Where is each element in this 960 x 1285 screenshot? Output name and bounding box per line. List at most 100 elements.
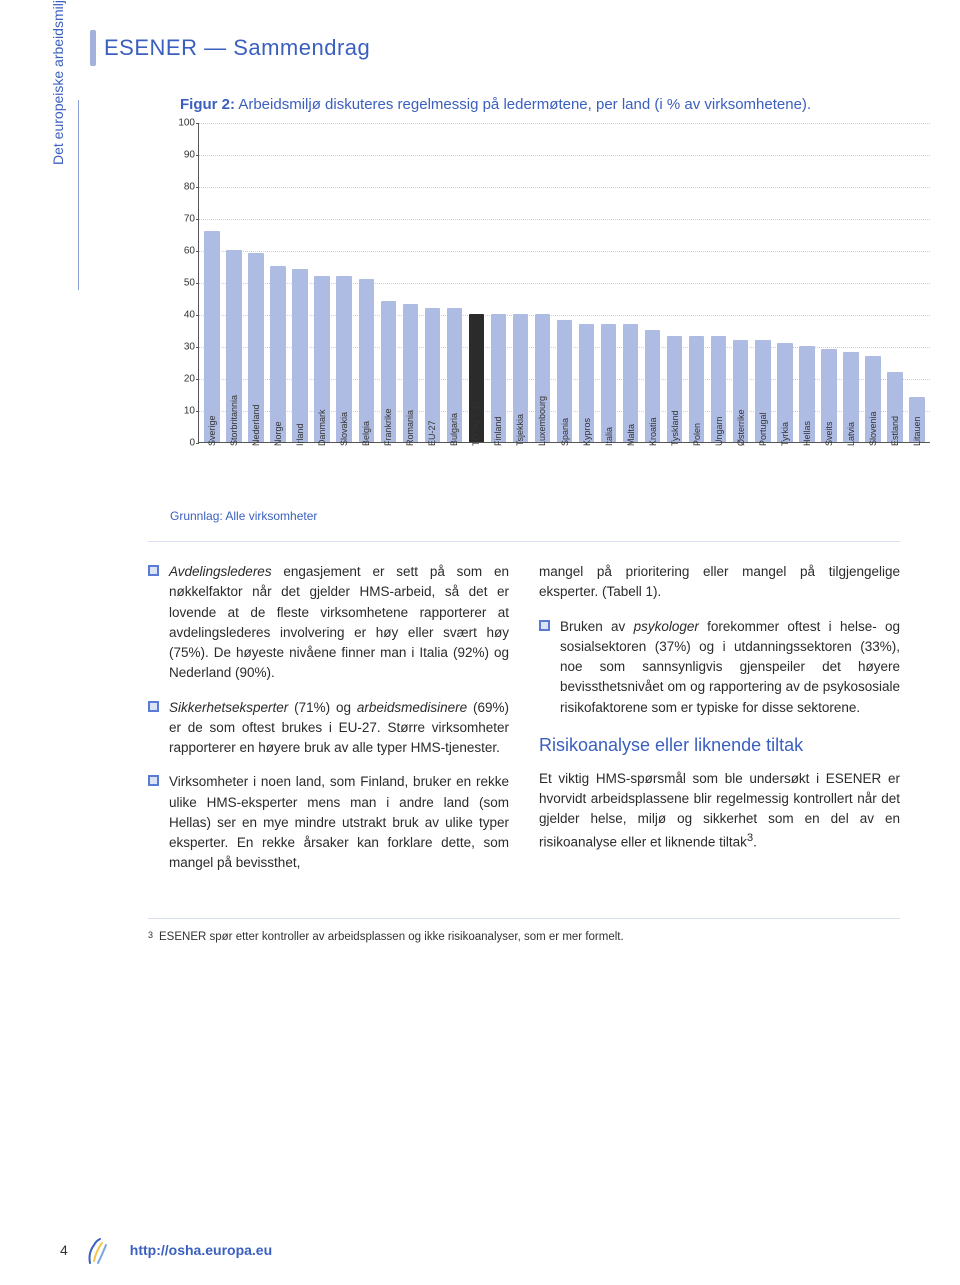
footnote-divider xyxy=(148,918,900,919)
bar xyxy=(292,269,307,442)
x-tick-label: Malta xyxy=(626,424,636,446)
y-tick-label: 10 xyxy=(184,406,195,417)
paragraph-text: Sikkerhetseksperter (71%) og arbeidsmedi… xyxy=(169,698,509,759)
x-tick-label: Spania xyxy=(560,418,570,446)
header-accent-bar xyxy=(90,30,96,66)
x-tick-label: Nederland xyxy=(251,404,261,446)
footer-url[interactable]: http://osha.europa.eu xyxy=(130,1242,272,1258)
bar-col: Tyrkia xyxy=(774,343,796,442)
y-tick-label: 30 xyxy=(184,342,195,353)
bar-col: Litauen xyxy=(906,397,928,442)
bar-col: Tyskland xyxy=(664,336,686,442)
bar-col: Bulgaria xyxy=(443,308,465,442)
column-right: mangel på prioritering eller mangel på t… xyxy=(539,562,900,888)
bar-col: Frankrike xyxy=(377,301,399,442)
x-tick-label: Romania xyxy=(405,410,415,446)
x-tick-label: Italia xyxy=(604,427,614,446)
x-tick-label: Bulgaria xyxy=(449,413,459,446)
y-tick-label: 70 xyxy=(184,214,195,225)
x-tick-label: Tyskland xyxy=(670,410,680,446)
x-tick-label: Norge xyxy=(273,421,283,446)
bar xyxy=(359,279,374,442)
bar-col: TOTALT 31 xyxy=(465,314,487,442)
bullet-paragraph: Bruken av psykologer forekommer oftest i… xyxy=(539,617,900,718)
x-tick-label: Slovenia xyxy=(868,411,878,446)
x-tick-label: Luxembourg xyxy=(537,396,547,446)
bar-col: Italia xyxy=(598,324,620,442)
x-tick-label: Tsjekkia xyxy=(515,414,525,446)
bar-col: Slovakia xyxy=(333,276,355,442)
bar-col: Romania xyxy=(399,304,421,442)
x-tick-label: Sverige xyxy=(207,415,217,446)
bar-col: Tsjekkia xyxy=(509,314,531,442)
bullet-icon xyxy=(148,565,159,576)
bar-chart: 0102030405060708090100SverigeStorbritann… xyxy=(170,123,930,503)
y-tick-label: 60 xyxy=(184,246,195,257)
paragraph-text: Virksomheter i noen land, som Finland, b… xyxy=(169,772,509,873)
bar-col: EU-27 xyxy=(421,308,443,442)
bar xyxy=(204,231,219,442)
bar-col: Sverige xyxy=(201,231,223,442)
x-tick-label: Kypros xyxy=(582,418,592,446)
x-tick-label: Polen xyxy=(692,423,702,446)
bullet-icon xyxy=(539,620,550,631)
x-tick-label: Storbritannia xyxy=(229,395,239,446)
bar-col: Latvia xyxy=(840,352,862,442)
y-tick-label: 40 xyxy=(184,310,195,321)
bar-col: Malta xyxy=(620,324,642,442)
bar-col: Ungarn xyxy=(708,336,730,442)
x-tick-label: Litauen xyxy=(912,416,922,446)
bar xyxy=(270,266,285,442)
y-tick-label: 90 xyxy=(184,150,195,161)
paragraph-text: mangel på prioritering eller mangel på t… xyxy=(539,562,900,603)
bar-col: Luxembourg xyxy=(531,314,553,442)
bar-col: Estland xyxy=(884,372,906,442)
x-tick-label: Østerrike xyxy=(736,409,746,446)
bullet-paragraph: Avdelingslederes engasjement er sett på … xyxy=(148,562,509,684)
bar-col: Belgia xyxy=(355,279,377,442)
bar-col: Portugal xyxy=(752,340,774,442)
bar-col: Polen xyxy=(686,336,708,442)
bar-col: Storbritannia xyxy=(223,250,245,442)
bar-col: Hellas xyxy=(796,346,818,442)
x-tick-label: Ungarn xyxy=(714,416,724,446)
y-tick-label: 80 xyxy=(184,182,195,193)
bar-col: Kroatia xyxy=(642,330,664,442)
bar-col: Nederland xyxy=(245,253,267,442)
bullet-paragraph: Sikkerhetseksperter (71%) og arbeidsmedi… xyxy=(148,698,509,759)
page-number: 4 xyxy=(60,1242,68,1258)
footnote-3: 3 ESENER spør etter kontroller av arbeid… xyxy=(148,931,900,943)
x-tick-label: Sveits xyxy=(824,421,834,446)
x-tick-label: Danmark xyxy=(317,409,327,446)
bar-col: Østerrike xyxy=(730,340,752,442)
bar-col: Norge xyxy=(267,266,289,442)
x-tick-label: Irland xyxy=(295,423,305,446)
bar-col: Spania xyxy=(554,320,576,442)
x-tick-label: TOTALT 31 xyxy=(471,401,481,446)
page-header: ESENER — Sammendrag xyxy=(104,35,370,61)
side-rule xyxy=(78,100,79,290)
figure-label: Figur 2: xyxy=(180,96,235,113)
x-tick-label: Tyrkia xyxy=(780,422,790,446)
bar-col: Irland xyxy=(289,269,311,442)
bullet-paragraph: Virksomheter i noen land, som Finland, b… xyxy=(148,772,509,873)
bar-col: Sveits xyxy=(818,349,840,442)
y-tick-label: 50 xyxy=(184,278,195,289)
figure-desc: Arbeidsmiljø diskuteres regelmessig på l… xyxy=(238,96,811,113)
x-tick-label: Hellas xyxy=(802,421,812,446)
x-tick-label: Frankrike xyxy=(383,408,393,446)
bar-col: Slovenia xyxy=(862,356,884,442)
y-tick-label: 20 xyxy=(184,374,195,385)
eu-osha-logo-icon xyxy=(86,1233,112,1267)
y-tick-label: 0 xyxy=(189,438,195,449)
x-tick-label: Finland xyxy=(493,416,503,446)
bar-col: Kypros xyxy=(576,324,598,442)
x-tick-label: Latvia xyxy=(846,422,856,446)
x-tick-label: Belgia xyxy=(361,421,371,446)
bar-col: Finland xyxy=(487,314,509,442)
y-tick-label: 100 xyxy=(178,118,195,129)
footnote-text: ESENER spør etter kontroller av arbeidsp… xyxy=(159,931,624,943)
paragraph-text: Avdelingslederes engasjement er sett på … xyxy=(169,562,509,684)
bullet-icon xyxy=(148,701,159,712)
side-label: Det europeiske arbeidsmiljøorganet xyxy=(50,0,66,165)
